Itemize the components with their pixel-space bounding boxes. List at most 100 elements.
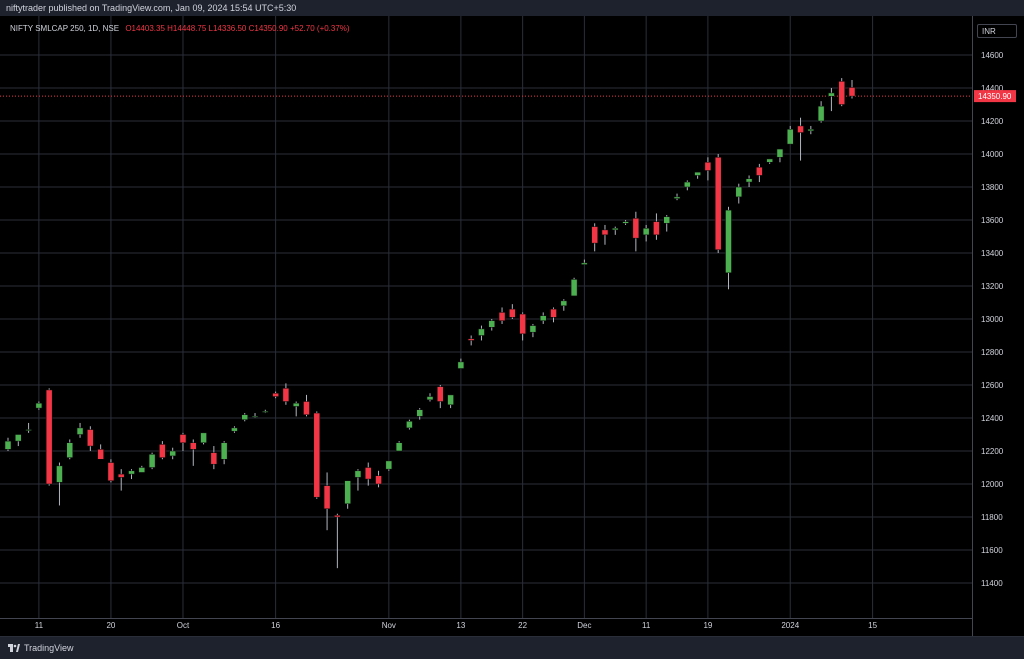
candle-body [364, 467, 372, 480]
candle-body [601, 229, 609, 236]
candle-body [87, 429, 94, 447]
x-tick-label: Nov [382, 621, 396, 630]
candle-down [375, 470, 382, 488]
x-tick-label: 11 [642, 621, 651, 630]
candle-up [673, 193, 681, 201]
y-tick-label: 11800 [981, 513, 1003, 522]
candle-up [344, 480, 351, 509]
candle-body [35, 402, 43, 409]
candle-up [148, 452, 156, 470]
candle-body [395, 442, 403, 452]
candle-down [210, 446, 218, 470]
candle-body [385, 460, 393, 470]
candle-up [766, 158, 773, 164]
tradingview-logo-icon[interactable] [8, 642, 20, 654]
y-tick-label: 12200 [981, 447, 1004, 456]
candle-body [128, 470, 135, 475]
candle-body [159, 444, 166, 458]
candle-up [416, 408, 423, 420]
candle-down [107, 459, 115, 483]
y-tick-label: 12000 [981, 480, 1004, 489]
candle-body [200, 432, 207, 444]
candle-down [190, 439, 197, 466]
candle-body [179, 434, 187, 443]
candle-down [282, 383, 290, 405]
candle-down [272, 391, 279, 399]
candle-body [437, 386, 444, 402]
price-label: 14350.90 [978, 92, 1012, 101]
candle-body [581, 262, 588, 265]
candle-up [56, 462, 63, 506]
candle-up [539, 312, 547, 324]
candle-body [653, 221, 660, 236]
candle-body [292, 402, 300, 407]
candle-down [797, 117, 804, 161]
currency-button[interactable]: INR [977, 24, 1017, 38]
legend-open: O14403.35 [125, 24, 165, 33]
candle-body [786, 129, 794, 145]
candle-down [303, 394, 310, 417]
candle-body [210, 452, 218, 465]
x-tick-label: 13 [456, 621, 465, 630]
candle-body [642, 228, 650, 236]
plot-area [0, 16, 972, 618]
candle-body [745, 178, 753, 183]
candle-down [601, 224, 609, 245]
candle-up [735, 183, 743, 204]
candle-down [632, 211, 640, 252]
brand-name[interactable]: TradingView [24, 643, 74, 653]
candle-up [128, 469, 135, 480]
x-tick-label: 20 [106, 621, 115, 630]
candle-up [25, 422, 32, 433]
legend-high: H14448.75 [167, 24, 207, 33]
candle-body [117, 473, 125, 478]
candle-down [838, 78, 845, 107]
candle-body [45, 389, 53, 485]
candle-body [838, 81, 845, 105]
candle-down [334, 513, 341, 569]
candle-body [725, 209, 732, 274]
candle-up [642, 224, 650, 242]
candle-up [786, 125, 794, 145]
candle-down [498, 307, 506, 324]
candle-body [262, 411, 269, 413]
candle-down [87, 426, 94, 451]
candle-body [591, 226, 598, 244]
y-tick-label: 12400 [981, 414, 1004, 423]
candle-up [15, 434, 22, 447]
candle-up [385, 460, 393, 471]
candle-body [457, 361, 465, 369]
candle-up [231, 426, 238, 433]
candle-body [673, 196, 681, 199]
candle-body [56, 465, 63, 483]
candle-body [622, 221, 629, 224]
candle-body [416, 409, 423, 417]
candle-up [406, 419, 413, 430]
candle-body [663, 216, 670, 224]
candle-down [313, 411, 321, 499]
candle-body [190, 442, 197, 450]
candle-down [467, 335, 475, 346]
candle-body [560, 300, 568, 307]
candle-body [107, 462, 115, 481]
legend-close: C14350.90 [248, 24, 288, 33]
candle-down [550, 307, 557, 323]
candle-up [251, 413, 259, 418]
candle-down [117, 469, 125, 491]
candle-body [828, 92, 835, 97]
y-tick-label: 13000 [981, 315, 1004, 324]
candle-down [756, 163, 763, 183]
candle-up [694, 171, 701, 179]
candle-up [745, 175, 753, 187]
candle-up [817, 101, 825, 123]
candle-body [539, 315, 547, 321]
candle-down [437, 385, 444, 409]
x-tick-label: 16 [271, 621, 280, 630]
candle-body [323, 485, 331, 509]
candlestick-chart[interactable]: 11400 11600 11800 12000 12200 12400 12600 12800… [0, 16, 1024, 636]
candle-up [169, 447, 176, 460]
candle-up [76, 422, 84, 438]
y-tick-label: 14400 [981, 84, 1004, 93]
candle-down [159, 441, 166, 460]
bottom-bar: TradingView [0, 636, 1024, 659]
